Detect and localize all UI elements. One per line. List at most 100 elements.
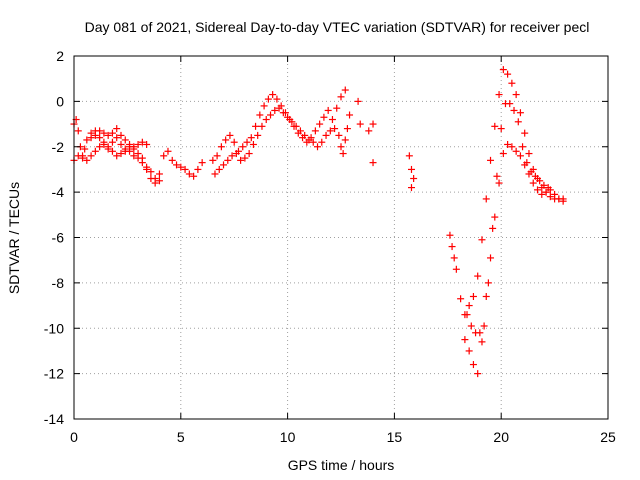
data-point-track-c	[121, 136, 129, 144]
data-point-track-d	[324, 106, 332, 114]
data-point-track-i	[489, 224, 497, 232]
data-point-track-h	[465, 347, 473, 355]
data-point-track-a	[113, 134, 121, 142]
data-point-track-b	[143, 163, 151, 171]
data-point-track-f	[341, 136, 349, 144]
data-point-track-b	[108, 147, 116, 155]
data-point-track-f	[335, 131, 343, 139]
data-point-track-e	[305, 136, 313, 144]
data-point-track-b	[155, 177, 163, 185]
data-point-track-i	[523, 159, 531, 167]
data-point-track-d	[328, 116, 336, 124]
data-point-track-e	[279, 109, 287, 117]
data-point-track-d	[252, 122, 260, 130]
data-point-track-d	[256, 111, 264, 119]
data-point-track-a	[96, 134, 104, 142]
data-point-track-e	[220, 161, 228, 169]
data-point-track-g	[499, 66, 507, 74]
data-point-track-a	[155, 170, 163, 178]
data-point-track-i	[463, 311, 471, 319]
data-point-track-e	[275, 104, 283, 112]
data-point-track-h	[516, 152, 524, 160]
data-point-track-i	[527, 168, 535, 176]
data-point-track-i	[506, 100, 514, 108]
data-point-track-h	[487, 254, 495, 262]
data-point-track-e	[271, 106, 279, 114]
data-point-track-c	[91, 131, 99, 139]
data-point-track-b	[121, 145, 129, 153]
data-point-track-c	[104, 131, 112, 139]
data-series	[70, 66, 567, 378]
data-point-track-c	[117, 131, 125, 139]
data-point-track-a	[177, 163, 185, 171]
data-point-track-g	[491, 122, 499, 130]
data-point-track-d	[273, 95, 281, 103]
data-point-track-a	[190, 172, 198, 180]
data-point-track-h	[461, 336, 469, 344]
data-point-track-e	[232, 150, 240, 158]
data-point-track-e	[237, 156, 245, 164]
data-point-track-e	[301, 131, 309, 139]
y-tick-label: -10	[44, 320, 64, 336]
data-point-track-h	[499, 150, 507, 158]
data-point-track-g	[495, 91, 503, 99]
data-point-track-b	[138, 159, 146, 167]
data-point-track-a	[83, 136, 91, 144]
data-point-track-c	[100, 129, 108, 137]
data-point-track-i	[497, 125, 505, 133]
data-point-track-e	[211, 170, 219, 178]
data-point-track-i	[480, 322, 488, 330]
data-point-track-i	[540, 181, 548, 189]
data-point-track-a	[117, 140, 125, 148]
data-point-track-g	[487, 156, 495, 164]
data-point-track-c	[113, 125, 121, 133]
x-tick-label: 5	[177, 429, 185, 445]
data-point-track-f	[337, 143, 345, 151]
data-point-track-a	[173, 161, 181, 169]
data-point-track-f	[343, 125, 351, 133]
data-point-track-h	[478, 338, 486, 346]
axis-ticks: 0 5 10 15 20 25 -14 -12 -10 -8 -6 -4 -2 0 2	[44, 48, 616, 445]
data-point-track-d	[264, 95, 272, 103]
data-point-track-h	[469, 361, 477, 369]
data-point-track-a	[194, 165, 202, 173]
data-point-track-c	[143, 140, 151, 148]
data-point-track-d	[222, 136, 230, 144]
data-point-track-e	[292, 122, 300, 130]
data-point-track-b	[74, 152, 82, 160]
data-point-track-a	[181, 165, 189, 173]
data-point-track-g	[446, 231, 454, 239]
data-point-track-e	[254, 131, 262, 139]
data-point-track-d	[337, 93, 345, 101]
data-point-track-a	[74, 127, 82, 135]
data-point-track-i	[510, 106, 518, 114]
data-point-track-e	[314, 143, 322, 151]
data-point-track-b	[151, 175, 159, 183]
data-point-track-d	[269, 91, 277, 99]
data-point-track-b	[134, 154, 142, 162]
data-point-track-g	[512, 91, 520, 99]
data-point-track-b	[130, 152, 138, 160]
y-tick-label: -6	[52, 230, 65, 246]
data-point-track-h	[491, 213, 499, 221]
data-point-track-g	[525, 150, 533, 158]
data-point-track-h	[542, 188, 550, 196]
data-point-track-c	[126, 140, 134, 148]
data-point-track-d	[243, 138, 251, 146]
data-point-track-g	[450, 254, 458, 262]
data-point-track-e	[228, 152, 236, 160]
data-point-track-f	[339, 150, 347, 158]
chart-title: Day 081 of 2021, Sidereal Day-to-day VTE…	[85, 19, 590, 35]
data-point-track-g	[457, 295, 465, 303]
data-point-track-h	[482, 292, 490, 300]
data-point-track-h	[504, 140, 512, 148]
x-tick-label: 0	[70, 429, 78, 445]
data-point-track-d	[341, 86, 349, 94]
x-axis-label: GPS time / hours	[288, 457, 395, 473]
data-point-track-e	[262, 116, 270, 124]
data-point-track-e	[241, 154, 249, 162]
data-point-track-i	[531, 172, 539, 180]
data-point-track-a	[198, 159, 206, 167]
data-point-track-e	[318, 138, 326, 146]
